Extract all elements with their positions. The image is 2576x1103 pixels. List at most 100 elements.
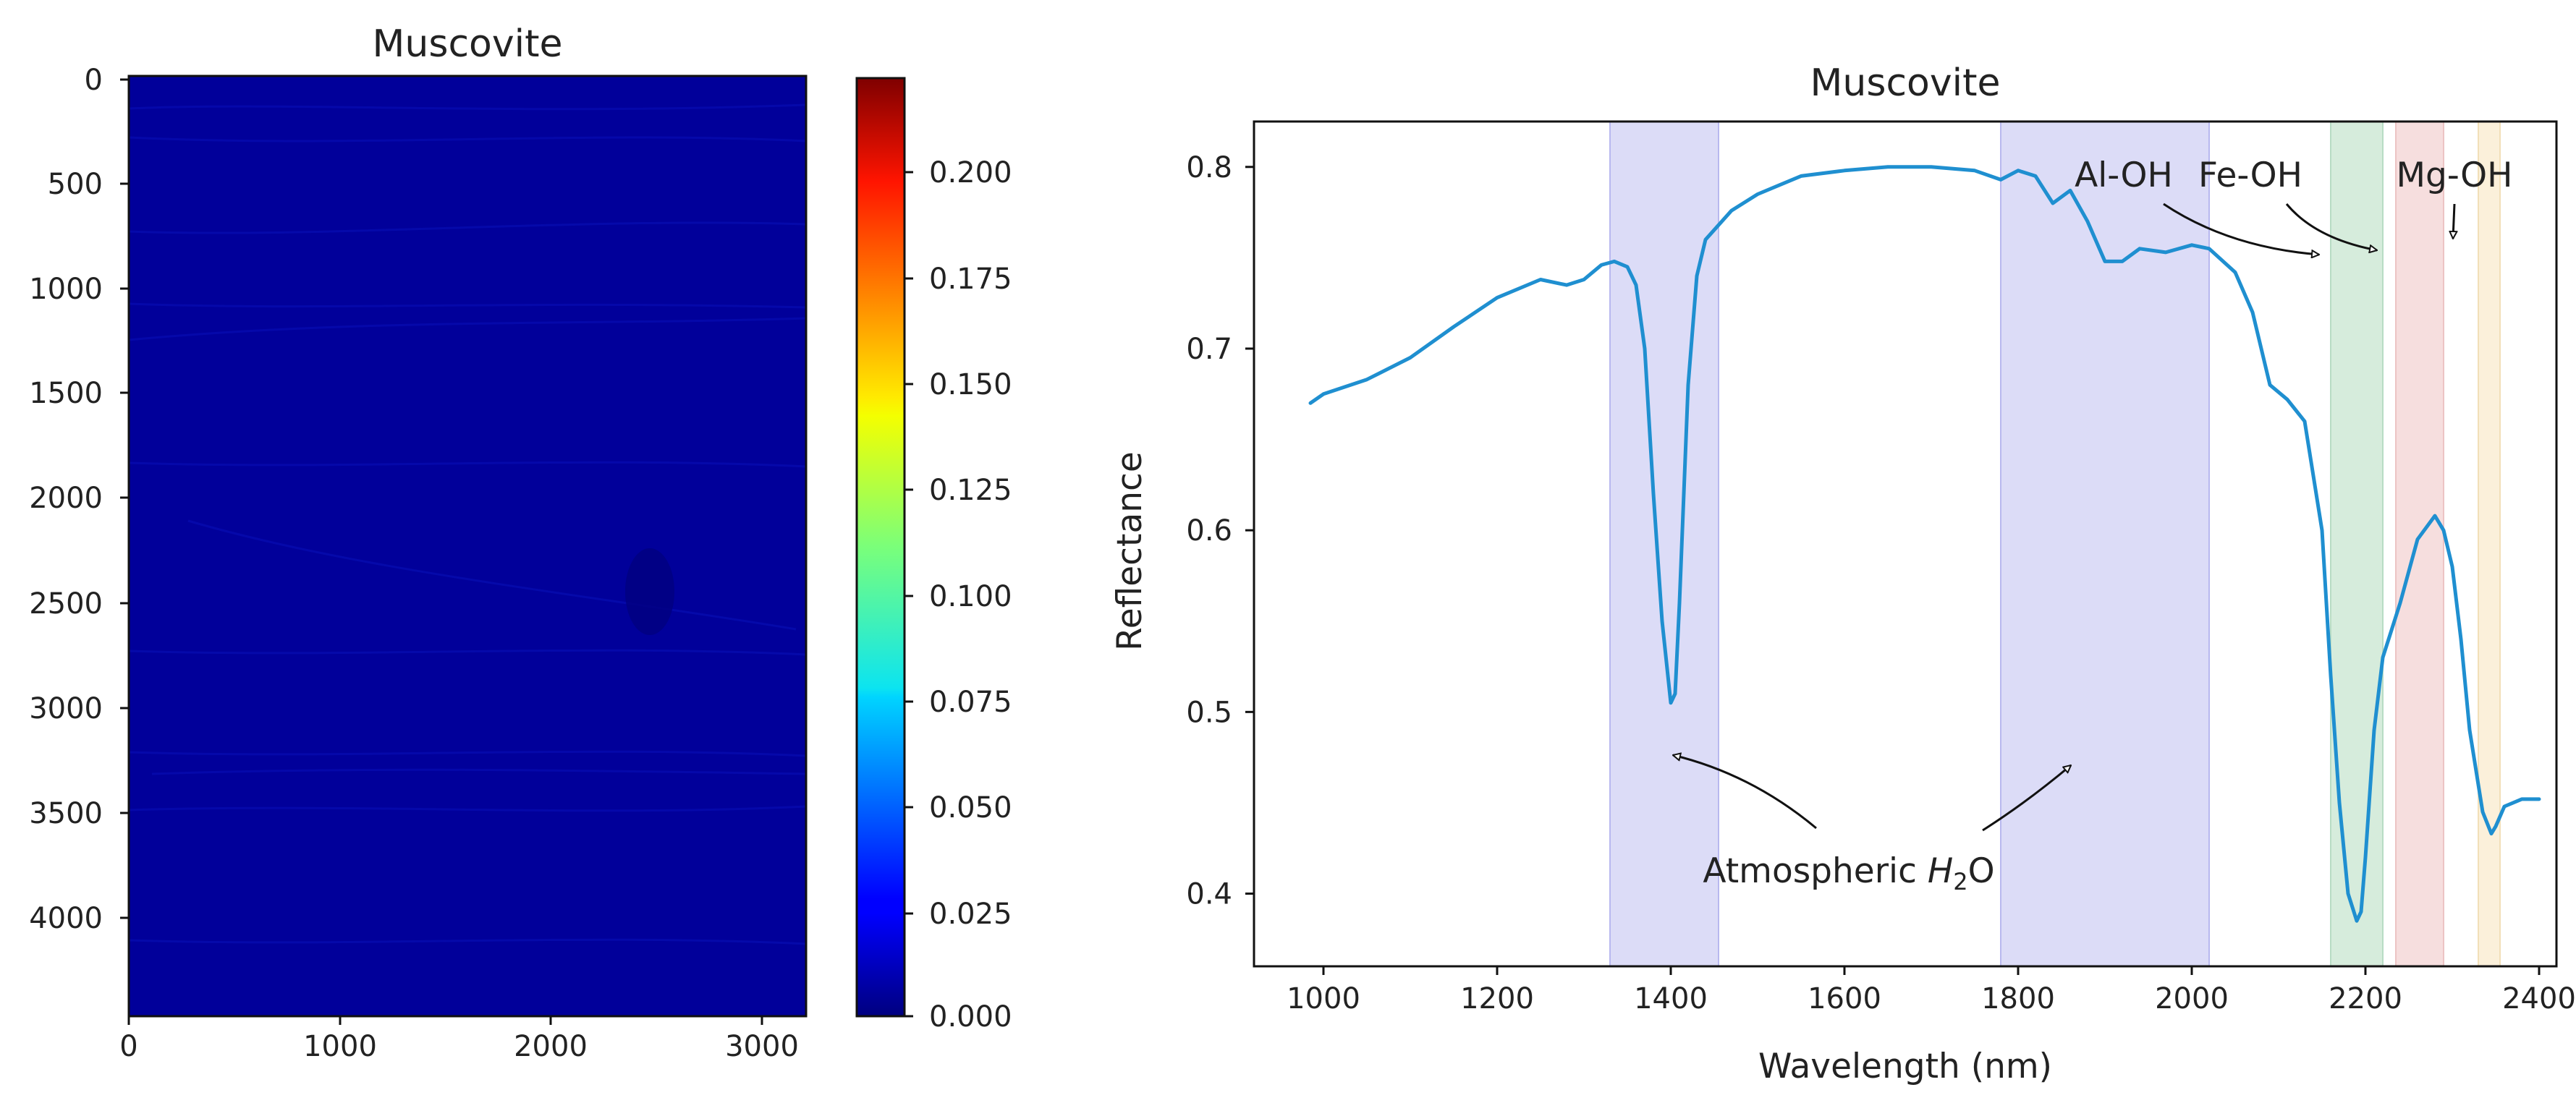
x-tick: 2400 xyxy=(2502,966,2576,1015)
data-point xyxy=(1800,174,1802,177)
data-point xyxy=(1583,278,1585,281)
band-3 xyxy=(2330,122,2384,966)
fe-oh-arrow xyxy=(2285,203,2377,250)
y-axis-label: Reflectance xyxy=(1110,451,1150,651)
heatmap-y-tick: 2500 xyxy=(29,587,129,621)
svg-text:0.125: 0.125 xyxy=(929,474,1012,507)
x-axis-label: Wavelength (nm) xyxy=(1758,1047,2052,1086)
data-point xyxy=(2268,383,2271,386)
data-point xyxy=(1843,169,1846,172)
data-point xyxy=(2481,810,2484,813)
data-point xyxy=(2503,805,2506,808)
svg-text:0.150: 0.150 xyxy=(929,368,1012,401)
data-point xyxy=(1973,169,1976,172)
x-tick: 1200 xyxy=(1460,966,1534,1015)
x-tick-label: 1000 xyxy=(1287,982,1360,1015)
data-point xyxy=(2451,565,2454,568)
data-point xyxy=(1717,223,1720,226)
data-point xyxy=(2208,247,2211,250)
svg-text:0.025: 0.025 xyxy=(929,898,1012,931)
atmospheric-arrow-right xyxy=(1982,765,2071,832)
data-point xyxy=(2138,247,2141,250)
heatmap-frame xyxy=(127,74,808,1018)
heatmap-x-tick: 3000 xyxy=(725,1016,799,1063)
svg-text:500: 500 xyxy=(48,168,103,201)
data-point xyxy=(2086,220,2089,223)
svg-text:0.050: 0.050 xyxy=(929,791,1012,825)
colorbar: 0.000 0.025 0.050 0.075 0.100 0.125 0.15… xyxy=(855,77,1012,1034)
data-point xyxy=(2329,674,2332,677)
data-point xyxy=(2347,893,2350,895)
spectrum-frame xyxy=(1253,120,2558,968)
data-point xyxy=(1756,192,1759,195)
svg-text:0.075: 0.075 xyxy=(929,686,1012,719)
data-point xyxy=(2051,202,2054,205)
svg-text:2000: 2000 xyxy=(29,482,103,515)
heatmap-x-tick: 1000 xyxy=(303,1016,377,1063)
heatmap-y-tick: 2000 xyxy=(29,482,129,515)
data-point xyxy=(2442,529,2445,532)
colorbar-tick: 0.100 xyxy=(904,580,1012,613)
data-point xyxy=(2338,801,2341,804)
x-tick-label: 2400 xyxy=(2502,982,2576,1015)
spectrum-x-ticks: 1000 1200 1400 1600 1800 2000 2200 2400 xyxy=(1287,966,2576,1015)
colorbar-tick: 0.175 xyxy=(904,263,1012,296)
y-tick-label: 0.5 xyxy=(1186,696,1232,729)
data-point xyxy=(2381,656,2384,659)
x-tick-label: 1400 xyxy=(1634,982,1708,1015)
heatmap-y-tick: 0 xyxy=(85,64,129,97)
data-point xyxy=(2286,398,2289,401)
colorbar-frame xyxy=(855,77,906,1018)
data-point xyxy=(1539,278,1542,281)
svg-text:1500: 1500 xyxy=(29,377,103,410)
data-point xyxy=(2164,251,2167,254)
data-point xyxy=(2468,728,2471,731)
svg-text:4000: 4000 xyxy=(29,902,103,935)
colorbar-tick: 0.000 xyxy=(904,1000,1012,1034)
x-tick-label: 2000 xyxy=(2155,982,2229,1015)
data-point xyxy=(1674,692,1677,695)
svg-text:0.200: 0.200 xyxy=(929,156,1012,189)
colorbar-gradient xyxy=(857,78,904,1016)
data-point xyxy=(2017,169,2020,172)
y-tick: 0.8 xyxy=(1186,151,1254,184)
data-point xyxy=(2355,919,2358,922)
svg-text:3000: 3000 xyxy=(29,692,103,725)
fe-oh-label: Fe-OH xyxy=(2198,156,2302,195)
data-point xyxy=(1652,493,1655,495)
svg-text:2500: 2500 xyxy=(29,587,103,621)
data-point xyxy=(1930,166,1933,169)
y-tick: 0.6 xyxy=(1186,514,1254,548)
heatmap-x-ticks: 0 1000 2000 3000 xyxy=(119,1016,799,1063)
data-point xyxy=(1635,284,1637,286)
colorbar-tick: 0.025 xyxy=(904,898,1012,931)
data-point xyxy=(1695,275,1698,278)
data-point xyxy=(1365,378,1368,381)
heatmap-texture xyxy=(129,103,806,945)
svg-text:1000: 1000 xyxy=(29,273,103,306)
y-tick: 0.4 xyxy=(1186,878,1254,911)
data-point xyxy=(2321,529,2323,532)
heatmap-y-ticks: 0 500 1000 1500 2000 2500 3000 3500 4000 xyxy=(29,64,129,935)
colorbar-tick: 0.150 xyxy=(904,368,1012,401)
annotations: Al-OH Fe-OH Mg-OH Atmospheric H2O xyxy=(1673,156,2513,895)
data-point xyxy=(2373,728,2376,731)
spectrum-title: Muscovite xyxy=(1810,61,2001,105)
heatmap-y-tick: 3000 xyxy=(29,692,129,725)
colorbar-tick: 0.125 xyxy=(904,474,1012,507)
heatmap-y-tick: 1000 xyxy=(29,273,129,306)
svg-text:3500: 3500 xyxy=(29,797,103,830)
spectrum-y-ticks: 0.4 0.5 0.6 0.7 0.8 xyxy=(1186,151,1254,911)
data-point xyxy=(2416,538,2419,541)
x-tick: 2200 xyxy=(2329,966,2402,1015)
data-point xyxy=(2494,825,2497,828)
svg-text:0.000: 0.000 xyxy=(929,1000,1012,1034)
y-tick-label: 0.4 xyxy=(1186,878,1232,911)
colorbar-tick: 0.200 xyxy=(904,156,1012,189)
data-point xyxy=(1886,166,1889,169)
data-point xyxy=(1730,209,1733,212)
mg-oh-arrow xyxy=(2453,203,2454,239)
data-point xyxy=(2251,311,2254,314)
data-point xyxy=(2034,174,2037,177)
